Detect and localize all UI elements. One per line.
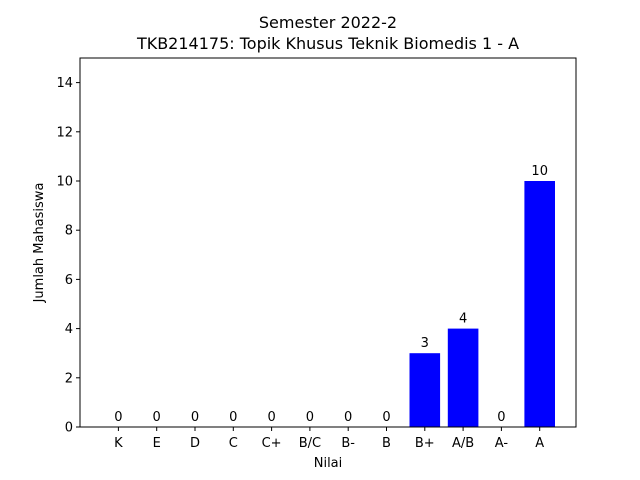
y-axis-ticks: 0 2 4 6 8 10 12 14 [56, 76, 80, 436]
y-axis-label: Jumlah Mahasiswa [32, 183, 47, 304]
x-tick-label: B+ [415, 436, 435, 451]
y-tick-label: 6 [65, 273, 73, 288]
y-tick-label: 2 [65, 371, 73, 386]
y-tick-label: 4 [65, 322, 73, 337]
y-tick-label: 10 [56, 175, 73, 190]
x-tick-label: D [190, 436, 200, 451]
x-tick-label: C+ [262, 436, 282, 451]
data-label-B/C: 0 [306, 410, 314, 425]
x-tick-label: E [153, 436, 161, 451]
data-label-K: 0 [114, 410, 122, 425]
y-tick-label: 0 [65, 421, 73, 436]
x-tick-label: B- [341, 436, 355, 451]
data-label-B+: 3 [421, 336, 429, 351]
data-label-B-: 0 [344, 410, 352, 425]
data-label-A: 10 [531, 164, 548, 179]
bar-series [409, 181, 555, 427]
x-tick-label: A [535, 436, 544, 451]
data-label-A-: 0 [497, 410, 505, 425]
plot-area-frame [79, 57, 577, 428]
x-tick-label: B/C [299, 436, 321, 451]
data-label-C: 0 [229, 410, 237, 425]
x-tick-label: C [229, 436, 238, 451]
x-tick-label: B [382, 436, 391, 451]
data-label-D: 0 [191, 410, 199, 425]
y-tick-label: 12 [56, 125, 73, 140]
x-axis-ticks: K E D C C+ B/C B- B B+ A/B A- A [114, 427, 544, 451]
data-label-B: 0 [382, 410, 390, 425]
data-label-C+: 0 [267, 410, 275, 425]
bar-A/B [447, 328, 479, 427]
y-tick-label: 8 [65, 224, 73, 239]
chart-title: Semester 2022-2 [259, 13, 397, 32]
data-label-A/B: 4 [459, 312, 467, 327]
data-label-E: 0 [153, 410, 161, 425]
y-tick-label: 14 [56, 76, 73, 91]
bar-data-labels: 0 0 0 0 0 0 0 0 3 4 0 10 [114, 164, 548, 425]
chart-subtitle: TKB214175: Topik Khusus Teknik Biomedis … [136, 34, 519, 53]
x-tick-label: A- [495, 436, 509, 451]
x-tick-label: A/B [452, 436, 474, 451]
bar-A [524, 181, 555, 427]
x-axis-label: Nilai [314, 456, 343, 471]
x-tick-label: K [114, 436, 123, 451]
bar-B+ [409, 353, 441, 427]
